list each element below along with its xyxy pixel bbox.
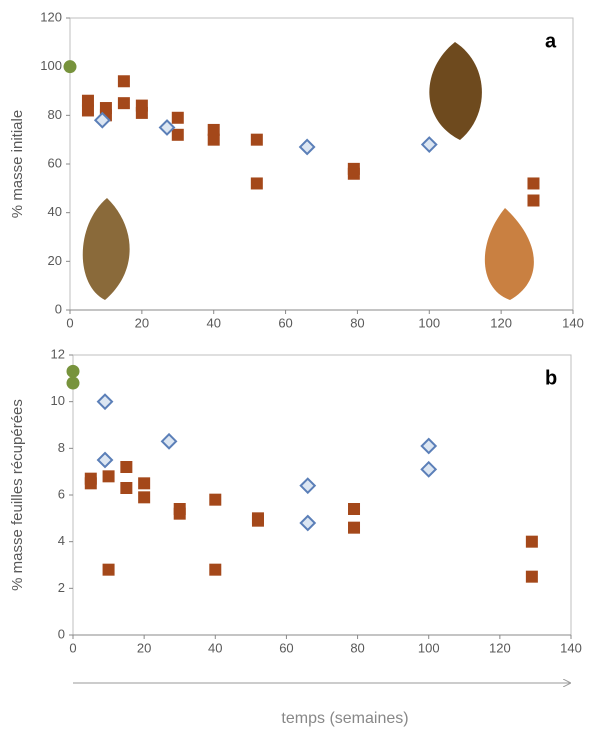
point	[160, 432, 178, 450]
x-tick-label: 120	[489, 640, 511, 655]
point	[173, 507, 186, 520]
point	[299, 514, 317, 532]
point	[348, 503, 361, 515]
point	[102, 470, 115, 483]
y-tick-label: 100	[40, 58, 62, 73]
x-tick-label: 40	[208, 640, 222, 655]
point	[298, 138, 316, 156]
point	[420, 437, 438, 455]
y-tick-label: 2	[58, 580, 65, 595]
point	[117, 75, 130, 88]
x-tick-label: 40	[206, 315, 220, 330]
point	[63, 60, 77, 74]
point	[209, 563, 222, 576]
leaf-illustrations	[82, 42, 534, 300]
y-tick-label: 10	[51, 393, 65, 408]
point	[171, 111, 184, 124]
point	[93, 111, 111, 129]
point	[120, 482, 133, 494]
leaf-partial	[429, 42, 482, 140]
y-tick-label: 120	[40, 9, 62, 24]
point	[96, 393, 114, 411]
panel-label: a	[545, 30, 557, 52]
x-tick-label: 20	[135, 315, 149, 330]
point	[251, 514, 264, 527]
point	[347, 167, 360, 180]
leaf-skeleton	[484, 208, 534, 300]
y-tick-label: 80	[48, 107, 62, 122]
point	[120, 461, 133, 473]
y-tick-label: 8	[58, 440, 65, 455]
x-tick-label: 140	[562, 315, 584, 330]
point	[250, 177, 263, 190]
x-tick-label: 120	[490, 315, 512, 330]
point	[250, 133, 263, 146]
y-tick-label: 6	[58, 486, 65, 501]
y-tick-label: 0	[58, 626, 65, 641]
y-tick-label: 12	[51, 346, 65, 361]
x-tick-label: 100	[418, 640, 440, 655]
leaf-fresh	[82, 198, 130, 300]
point	[135, 106, 148, 119]
point	[525, 570, 538, 583]
x-tick-label: 60	[279, 640, 293, 655]
y-tick-label: 4	[58, 533, 65, 548]
panel-label: b	[545, 367, 557, 389]
x-tick-label: 0	[69, 640, 76, 655]
y-tick-label: 40	[48, 204, 62, 219]
y-tick-label: 0	[55, 301, 62, 316]
y-tick-label: 60	[48, 155, 62, 170]
x-tick-label: 100	[418, 315, 440, 330]
x-tick-label: 80	[350, 315, 364, 330]
point	[66, 376, 80, 390]
point	[138, 491, 151, 504]
point	[117, 97, 130, 110]
point	[102, 563, 115, 576]
point	[420, 460, 438, 478]
x-tick-label: 140	[560, 640, 582, 655]
point	[171, 128, 184, 141]
point	[527, 177, 540, 190]
point	[527, 194, 540, 207]
x-tick-label: 60	[278, 315, 292, 330]
point	[299, 477, 317, 495]
point	[84, 477, 97, 490]
y-tick-label: 20	[48, 253, 62, 268]
x-tick-label: 20	[137, 640, 151, 655]
point	[525, 535, 538, 548]
point	[81, 104, 94, 117]
point	[66, 364, 80, 378]
point	[158, 119, 176, 136]
point	[81, 94, 94, 107]
x-axis-label: temps (semaines)	[281, 710, 408, 727]
y-axis-label: % masse initiale	[9, 110, 26, 218]
x-tick-label: 0	[66, 315, 73, 330]
point	[209, 493, 222, 506]
point	[207, 123, 220, 136]
point	[207, 133, 220, 146]
x-tick-label: 80	[350, 640, 364, 655]
point	[420, 136, 438, 153]
point	[138, 477, 151, 490]
point	[348, 521, 361, 534]
point	[96, 451, 114, 469]
y-axis-label: % masse feuilles récupérées	[9, 399, 26, 591]
